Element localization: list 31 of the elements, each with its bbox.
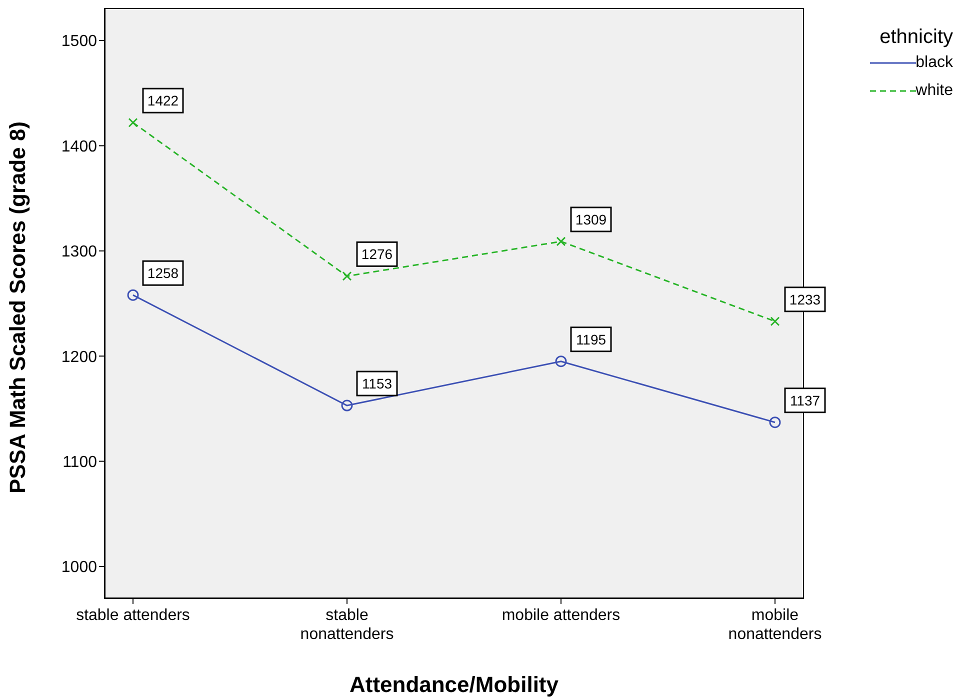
- y-tick-label: 1000: [61, 559, 98, 576]
- x-axis-title: Attendance/Mobility: [349, 672, 560, 697]
- data-label: 1195: [576, 331, 606, 348]
- point: [341, 400, 353, 412]
- x-tick-label: stable attenders: [76, 607, 190, 624]
- point: [127, 289, 139, 301]
- point: [770, 316, 780, 326]
- x-tick-label: mobile attenders: [502, 607, 620, 624]
- data-label: 1258: [147, 265, 179, 282]
- point: [769, 416, 781, 428]
- x-tick-label: stable nonattenders: [300, 607, 394, 643]
- y-axis-title: PSSA Math Scaled Scores (grade 8): [4, 121, 30, 494]
- point: [556, 236, 566, 246]
- data-label: 1309: [575, 211, 607, 228]
- legend-label: white: [916, 82, 953, 100]
- point: [342, 271, 352, 281]
- data-label: 1233: [789, 291, 821, 308]
- legend-title: ethnicity: [878, 26, 953, 49]
- data-label: 1276: [361, 246, 393, 262]
- data-label: 1422: [147, 92, 179, 109]
- data-label: 1137: [790, 392, 820, 408]
- point: [128, 118, 138, 128]
- y-tick-label: 1200: [61, 348, 98, 366]
- x-tick-label: mobile nonattenders: [728, 607, 822, 643]
- point: [555, 356, 567, 368]
- data-label: 1153: [362, 376, 392, 392]
- y-tick-label: 1400: [61, 138, 98, 156]
- y-tick-label: 1100: [62, 454, 98, 471]
- y-tick-label: 1500: [61, 33, 98, 50]
- y-tick-label: 1300: [61, 244, 98, 261]
- legend-label: black: [916, 54, 953, 72]
